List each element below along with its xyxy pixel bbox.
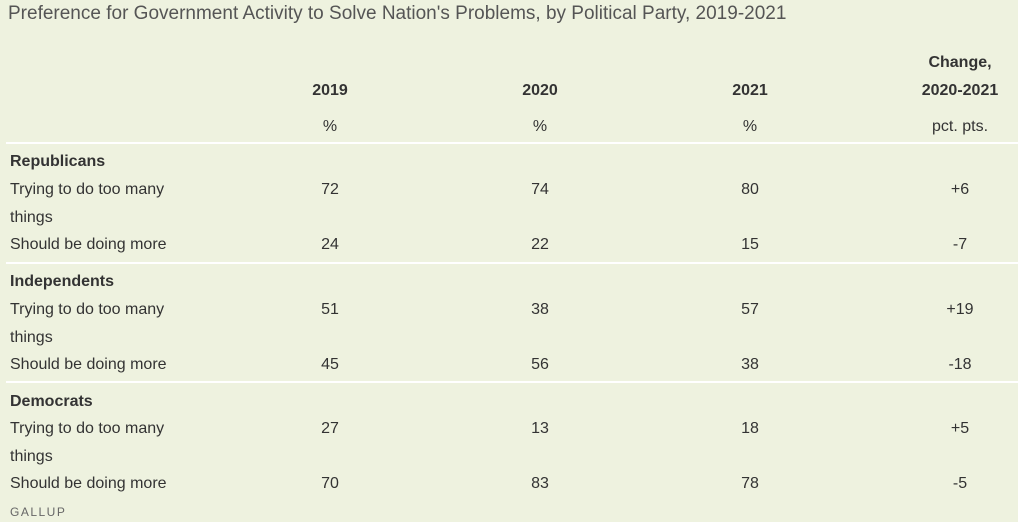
row-label: Should be doing more (10, 475, 167, 492)
col-header-change-line2: 2020-2021 (921, 82, 999, 99)
table-cell: 56 (531, 356, 549, 373)
group-label-independents: Independents (10, 273, 115, 290)
col-header-2020: 2020 (522, 82, 558, 99)
col-unit-2019: % (322, 118, 338, 135)
table-cell: 18 (741, 420, 759, 437)
row-label: Trying to do too many things (10, 420, 165, 465)
table-cell: +5 (950, 420, 970, 437)
col-unit-change: pct. pts. (931, 118, 989, 135)
table-cell: 57 (741, 301, 759, 318)
table-cell: 22 (531, 236, 549, 253)
row-label: Should be doing more (10, 356, 167, 373)
col-header-2019: 2019 (312, 82, 348, 99)
col-unit-2020: % (532, 118, 548, 135)
row-label: Trying to do too many things (10, 301, 165, 346)
table-cell: 38 (741, 356, 759, 373)
table-cell: 15 (741, 236, 759, 253)
table-cell: 13 (531, 420, 549, 437)
table-cell: +6 (950, 181, 970, 198)
table-cell: 72 (321, 181, 339, 198)
gallup-logo-text: GALLUP (10, 505, 67, 519)
col-header-change-line1: Change, (928, 54, 992, 71)
row-label: Trying to do too many things (10, 181, 165, 226)
group-divider (6, 262, 1018, 264)
table-cell: -7 (952, 236, 968, 253)
row-label: Should be doing more (10, 236, 167, 253)
table-cell: -18 (948, 356, 972, 373)
table-cell: 78 (741, 475, 759, 492)
group-label-republicans: Republicans (10, 153, 106, 170)
col-header-2021: 2021 (732, 82, 768, 99)
table-cell: 27 (321, 420, 339, 437)
table-cell: 74 (531, 181, 549, 198)
table-cell: 80 (741, 181, 759, 198)
group-label-democrats: Democrats (10, 393, 93, 410)
col-unit-2021: % (742, 118, 758, 135)
chart-title: Preference for Government Activity to So… (8, 3, 787, 24)
table-cell: +19 (946, 301, 974, 318)
table-cell: 83 (531, 475, 549, 492)
table-cell: 70 (321, 475, 339, 492)
table-cell: 38 (531, 301, 549, 318)
table-cell: -5 (952, 475, 968, 492)
table-cell: 24 (321, 236, 339, 253)
table-cell: 45 (321, 356, 339, 373)
header-divider (6, 142, 1018, 144)
table-cell: 51 (321, 301, 339, 318)
group-divider (6, 381, 1018, 383)
